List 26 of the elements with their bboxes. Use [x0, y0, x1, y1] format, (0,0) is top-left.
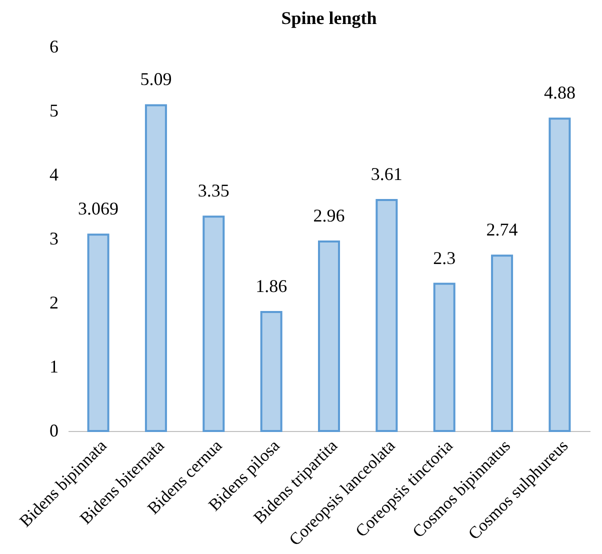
data-label: 2.3	[433, 248, 456, 268]
data-label: 3.61	[370, 164, 402, 184]
bar	[202, 216, 225, 432]
bar	[260, 310, 282, 432]
bar	[548, 118, 571, 432]
data-label: 3.069	[78, 198, 119, 219]
y-tick-label: 4	[50, 164, 58, 184]
bar	[144, 104, 167, 432]
chart-title: Spine length	[281, 8, 377, 28]
y-tick-label: 0	[50, 420, 58, 440]
bar	[491, 254, 514, 432]
y-tick-label: 5	[50, 100, 58, 120]
y-tick-label: 3	[50, 228, 58, 248]
y-tick-label: 6	[50, 36, 58, 56]
data-label: 1.86	[256, 276, 288, 296]
data-label: 4.88	[544, 82, 576, 103]
bar	[87, 234, 110, 432]
data-label: 2.96	[313, 206, 345, 226]
data-label: 5.09	[140, 69, 172, 90]
y-tick-label: 1	[50, 356, 58, 376]
bar	[433, 282, 456, 432]
bar	[376, 198, 398, 432]
bar	[318, 240, 340, 432]
data-label: 2.74	[486, 220, 518, 240]
y-tick-label: 2	[50, 292, 58, 312]
data-label: 3.35	[198, 180, 230, 201]
